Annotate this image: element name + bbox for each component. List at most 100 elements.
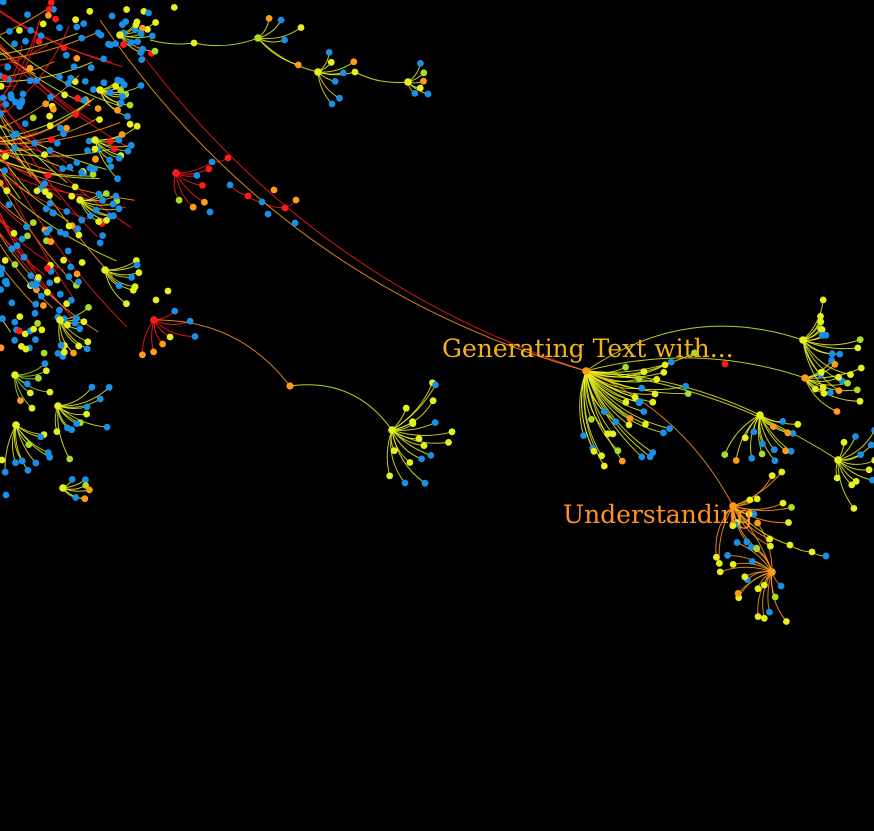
- graph-node[interactable]: [50, 209, 57, 217]
- graph-node[interactable]: [40, 349, 48, 357]
- graph-node[interactable]: [314, 68, 322, 76]
- graph-node[interactable]: [100, 79, 108, 87]
- graph-node[interactable]: [56, 306, 63, 314]
- graph-node[interactable]: [788, 504, 795, 511]
- graph-node[interactable]: [110, 145, 118, 153]
- graph-node[interactable]: [83, 403, 91, 411]
- graph-node[interactable]: [96, 116, 103, 123]
- graph-node[interactable]: [96, 395, 104, 403]
- graph-node[interactable]: [2, 100, 10, 108]
- graph-node[interactable]: [59, 165, 66, 173]
- graph-node[interactable]: [325, 49, 333, 56]
- graph-node[interactable]: [62, 230, 69, 238]
- graph-node[interactable]: [127, 141, 135, 149]
- graph-node[interactable]: [386, 472, 394, 480]
- graph-node[interactable]: [833, 474, 841, 482]
- graph-node[interactable]: [871, 427, 874, 434]
- graph-node[interactable]: [24, 232, 31, 240]
- graph-node[interactable]: [625, 421, 633, 429]
- graph-node[interactable]: [54, 350, 62, 357]
- label-understanding[interactable]: Understanding: [563, 500, 753, 529]
- graph-node[interactable]: [0, 456, 6, 464]
- graph-node[interactable]: [132, 21, 140, 29]
- graph-node[interactable]: [92, 156, 99, 163]
- graph-node[interactable]: [106, 89, 114, 96]
- graph-node[interactable]: [102, 190, 110, 197]
- graph-node[interactable]: [128, 274, 136, 281]
- graph-node[interactable]: [778, 468, 786, 476]
- graph-node[interactable]: [612, 418, 620, 426]
- graph-node[interactable]: [254, 34, 262, 42]
- graph-node[interactable]: [70, 63, 78, 71]
- graph-node[interactable]: [28, 404, 36, 412]
- graph-node[interactable]: [865, 466, 873, 474]
- graph-node[interactable]: [226, 181, 234, 189]
- graph-node[interactable]: [139, 351, 146, 359]
- graph-node[interactable]: [291, 219, 299, 227]
- graph-node[interactable]: [19, 90, 27, 98]
- graph-node[interactable]: [750, 428, 758, 436]
- graph-node[interactable]: [37, 433, 45, 441]
- graph-node[interactable]: [73, 55, 81, 62]
- graph-node[interactable]: [753, 545, 761, 553]
- graph-node[interactable]: [411, 90, 419, 97]
- graph-node[interactable]: [11, 144, 19, 152]
- graph-node[interactable]: [21, 120, 29, 127]
- graph-node[interactable]: [17, 397, 24, 404]
- graph-node[interactable]: [661, 361, 669, 369]
- graph-node[interactable]: [640, 408, 648, 415]
- graph-node[interactable]: [94, 105, 102, 112]
- graph-node[interactable]: [95, 190, 103, 198]
- graph-node[interactable]: [171, 307, 179, 315]
- graph-node[interactable]: [42, 367, 50, 375]
- graph-node[interactable]: [166, 333, 174, 341]
- graph-node[interactable]: [292, 196, 300, 204]
- graph-node[interactable]: [152, 19, 160, 26]
- graph-node[interactable]: [808, 548, 816, 556]
- graph-node[interactable]: [759, 440, 766, 448]
- graph-node[interactable]: [660, 429, 667, 437]
- graph-node[interactable]: [152, 296, 160, 304]
- graph-node[interactable]: [71, 319, 79, 327]
- graph-node[interactable]: [159, 340, 167, 348]
- graph-node[interactable]: [754, 585, 762, 593]
- graph-node[interactable]: [191, 333, 199, 340]
- graph-node[interactable]: [0, 286, 5, 293]
- graph-node[interactable]: [170, 4, 178, 11]
- graph-node[interactable]: [119, 93, 126, 101]
- graph-node[interactable]: [106, 156, 113, 164]
- graph-node[interactable]: [817, 312, 824, 320]
- graph-node[interactable]: [666, 425, 673, 432]
- graph-node[interactable]: [72, 494, 80, 501]
- graph-node[interactable]: [732, 457, 740, 464]
- graph-node[interactable]: [638, 384, 646, 392]
- graph-node[interactable]: [45, 12, 52, 19]
- graph-node[interactable]: [83, 345, 91, 353]
- graph-node[interactable]: [135, 269, 143, 276]
- graph-node[interactable]: [95, 218, 103, 226]
- graph-node[interactable]: [91, 165, 98, 173]
- graph-node[interactable]: [11, 318, 19, 326]
- graph-node[interactable]: [117, 99, 125, 107]
- graph-node[interactable]: [270, 186, 278, 194]
- graph-node[interactable]: [78, 34, 86, 42]
- graph-node[interactable]: [420, 442, 428, 449]
- graph-node[interactable]: [45, 5, 53, 13]
- graph-node[interactable]: [297, 24, 305, 31]
- graph-node[interactable]: [336, 94, 343, 102]
- graph-node[interactable]: [39, 20, 47, 28]
- graph-node[interactable]: [64, 80, 72, 87]
- graph-node[interactable]: [115, 154, 123, 162]
- graph-node[interactable]: [853, 386, 861, 394]
- graph-node[interactable]: [64, 321, 71, 329]
- graph-node[interactable]: [84, 147, 91, 155]
- graph-node[interactable]: [73, 270, 81, 278]
- graph-node[interactable]: [124, 113, 131, 120]
- graph-node[interactable]: [199, 182, 206, 189]
- graph-node[interactable]: [54, 402, 62, 410]
- graph-node[interactable]: [29, 114, 37, 122]
- label-generating-text[interactable]: Generating Text with...: [442, 334, 734, 363]
- graph-node[interactable]: [190, 39, 198, 47]
- graph-node[interactable]: [123, 6, 130, 13]
- graph-node[interactable]: [768, 568, 776, 576]
